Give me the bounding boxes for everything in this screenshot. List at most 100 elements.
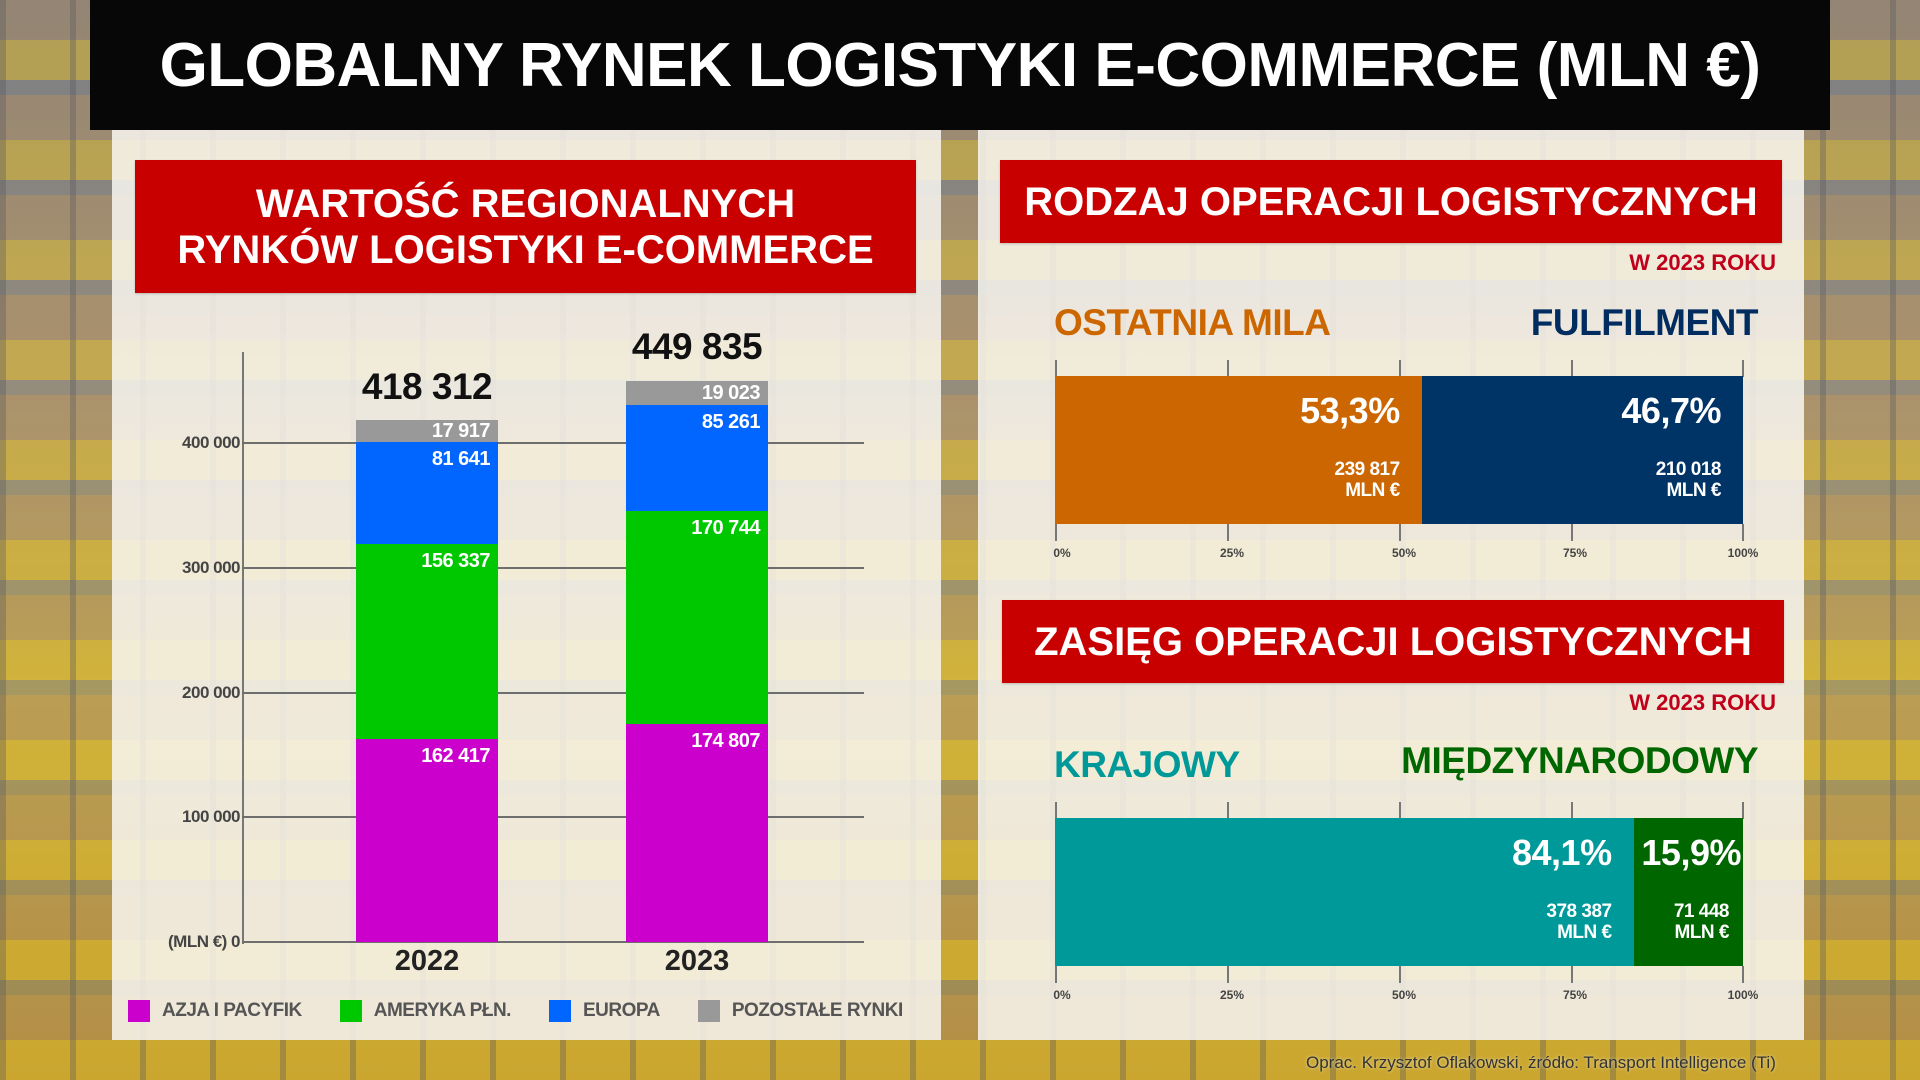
- label-domestic: KRAJOWY: [1054, 744, 1240, 785]
- year-note: W 2023 ROKU: [1629, 250, 1776, 275]
- percent-label: 84,1%: [1512, 832, 1612, 873]
- y-tick: 300 000: [182, 558, 240, 577]
- legend-item-north-america: AMERYKA PŁN.: [339, 1000, 512, 1022]
- legend-label: POZOSTAŁE RYNKI: [731, 1000, 903, 1021]
- pct-tick-label: 75%: [1562, 546, 1588, 560]
- segment-north-america: 170 744: [626, 511, 768, 724]
- gridline-100k: [242, 816, 864, 818]
- y-tick: 100 000: [182, 807, 240, 826]
- pct-tick-label: 50%: [1391, 546, 1417, 560]
- tick: [1399, 524, 1401, 541]
- tick: [1742, 360, 1744, 377]
- pct-tick-label: 0%: [1053, 988, 1071, 1002]
- x-label-2022: 2022: [394, 945, 460, 977]
- segment-fulfilment: 46,7% 210 018 MLN €: [1421, 376, 1743, 524]
- value-number: 239 817: [1334, 459, 1401, 480]
- year-note: W 2023 ROKU: [1629, 690, 1776, 715]
- tick: [1227, 524, 1229, 541]
- segment-asia-pacific: 162 417: [356, 739, 498, 942]
- value-number: 378 387: [1546, 901, 1612, 922]
- segment-label: 170 744: [691, 517, 760, 539]
- tick: [1399, 802, 1401, 819]
- value-unit: MLN €: [1345, 479, 1400, 501]
- segment-label: 162 417: [421, 745, 490, 767]
- legend-item-asia-pacific: AZJA I PACYFIK: [128, 1000, 302, 1022]
- value-label: 378 387 MLN €: [1546, 901, 1612, 944]
- regional-chart-title: WARTOŚĆ REGIONALNYCH RYNKÓW LOGISTYKI E-…: [135, 160, 916, 293]
- value-label: 210 018 MLN €: [1655, 459, 1722, 502]
- segment-other: 19 023: [626, 381, 768, 405]
- tick: [1742, 966, 1744, 983]
- operation-type-bar: 53,3% 239 817 MLN € 46,7% 210 018 MLN €: [1055, 376, 1743, 524]
- y-axis: [242, 352, 244, 944]
- pct-tick-label: 25%: [1219, 988, 1245, 1002]
- page-title: GLOBALNY RYNEK LOGISTYKI E-COMMERCE (MLN…: [159, 30, 1761, 100]
- segment-label: 81 641: [431, 448, 491, 470]
- tick: [1227, 802, 1229, 819]
- tick: [1227, 966, 1229, 983]
- y-tick: 200 000: [182, 683, 240, 702]
- legend-swatch: [128, 1000, 150, 1022]
- segment-last-mile: 53,3% 239 817 MLN €: [1055, 376, 1422, 524]
- gridline-300k: [242, 567, 864, 569]
- gridline-0: [242, 941, 864, 943]
- regional-markets-panel: WARTOŚĆ REGIONALNYCH RYNKÓW LOGISTYKI E-…: [112, 130, 941, 1040]
- operations-panel: RODZAJ OPERACJI LOGISTYCZNYCH W 2023 ROK…: [978, 130, 1804, 1040]
- percent-label: 15,9%: [1641, 832, 1741, 873]
- pct-tick-label: 100%: [1727, 546, 1759, 560]
- operation-type-title: RODZAJ OPERACJI LOGISTYCZNYCH: [1000, 160, 1782, 243]
- percent-label: 53,3%: [1300, 390, 1400, 431]
- gridline-200k: [242, 692, 864, 694]
- x-label-2023: 2023: [664, 945, 730, 977]
- tick: [1399, 966, 1401, 983]
- tick: [1399, 360, 1401, 377]
- tick: [1571, 966, 1573, 983]
- tick: [1742, 524, 1744, 541]
- y-tick: (MLN €) 0: [168, 932, 241, 951]
- segment-label: 85 261: [701, 411, 761, 433]
- tick: [1742, 802, 1744, 819]
- segment-europe: 85 261: [626, 405, 768, 511]
- pct-tick-label: 50%: [1391, 988, 1417, 1002]
- segment-north-america: 156 337: [356, 544, 498, 739]
- value-unit: MLN €: [1674, 921, 1729, 943]
- value-unit: MLN €: [1557, 921, 1612, 943]
- chart-legend: AZJA I PACYFIK AMERYKA PŁN. EUROPA POZOS…: [128, 1000, 941, 1022]
- segment-label: 174 807: [691, 730, 760, 752]
- segment-label: 17 917: [431, 420, 491, 442]
- legend-swatch: [697, 1000, 720, 1022]
- total-2022: 418 312: [361, 366, 493, 407]
- tick: [1055, 360, 1057, 377]
- value-label: 239 817 MLN €: [1334, 459, 1401, 502]
- value-label: 71 448 MLN €: [1673, 901, 1730, 944]
- legend-swatch: [548, 1000, 571, 1022]
- tick: [1055, 524, 1057, 541]
- y-tick: 400 000: [182, 433, 240, 452]
- percent-label: 46,7%: [1621, 390, 1721, 431]
- value-number: 71 448: [1673, 901, 1730, 922]
- tick: [1571, 360, 1573, 377]
- legend-label: EUROPA: [582, 1000, 660, 1021]
- legend-label: AMERYKA PŁN.: [373, 1000, 512, 1021]
- pct-tick-label: 25%: [1219, 546, 1245, 560]
- tick: [1571, 802, 1573, 819]
- operation-scope-title: ZASIĘG OPERACJI LOGISTYCZNYCH: [1002, 600, 1784, 683]
- bar-2022: 17 917 81 641 156 337 162 417: [356, 420, 498, 942]
- tick: [1055, 966, 1057, 983]
- operation-scope-bar: 84,1% 378 387 MLN € 15,9% 71 448 MLN €: [1055, 818, 1743, 966]
- segment-domestic: 84,1% 378 387 MLN €: [1055, 818, 1634, 966]
- segment-international: 15,9% 71 448 MLN €: [1633, 818, 1743, 966]
- pct-tick-label: 75%: [1562, 988, 1588, 1002]
- total-2023: 449 835: [631, 326, 763, 367]
- value-number: 210 018: [1655, 459, 1722, 480]
- tick: [1227, 360, 1229, 377]
- pct-tick-label: 0%: [1053, 546, 1071, 560]
- page-header: GLOBALNY RYNEK LOGISTYKI E-COMMERCE (MLN…: [90, 0, 1830, 130]
- legend-item-europe: EUROPA: [548, 1000, 660, 1022]
- label-international: MIĘDZYNARODOWY: [1401, 740, 1758, 781]
- source-credit: Oprac. Krzysztof Oflakowski, źródło: Tra…: [1306, 1053, 1776, 1072]
- legend-swatch: [339, 1000, 362, 1022]
- segment-other: 17 917: [356, 420, 498, 442]
- segment-label: 19 023: [701, 382, 761, 404]
- segment-asia-pacific: 174 807: [626, 724, 768, 942]
